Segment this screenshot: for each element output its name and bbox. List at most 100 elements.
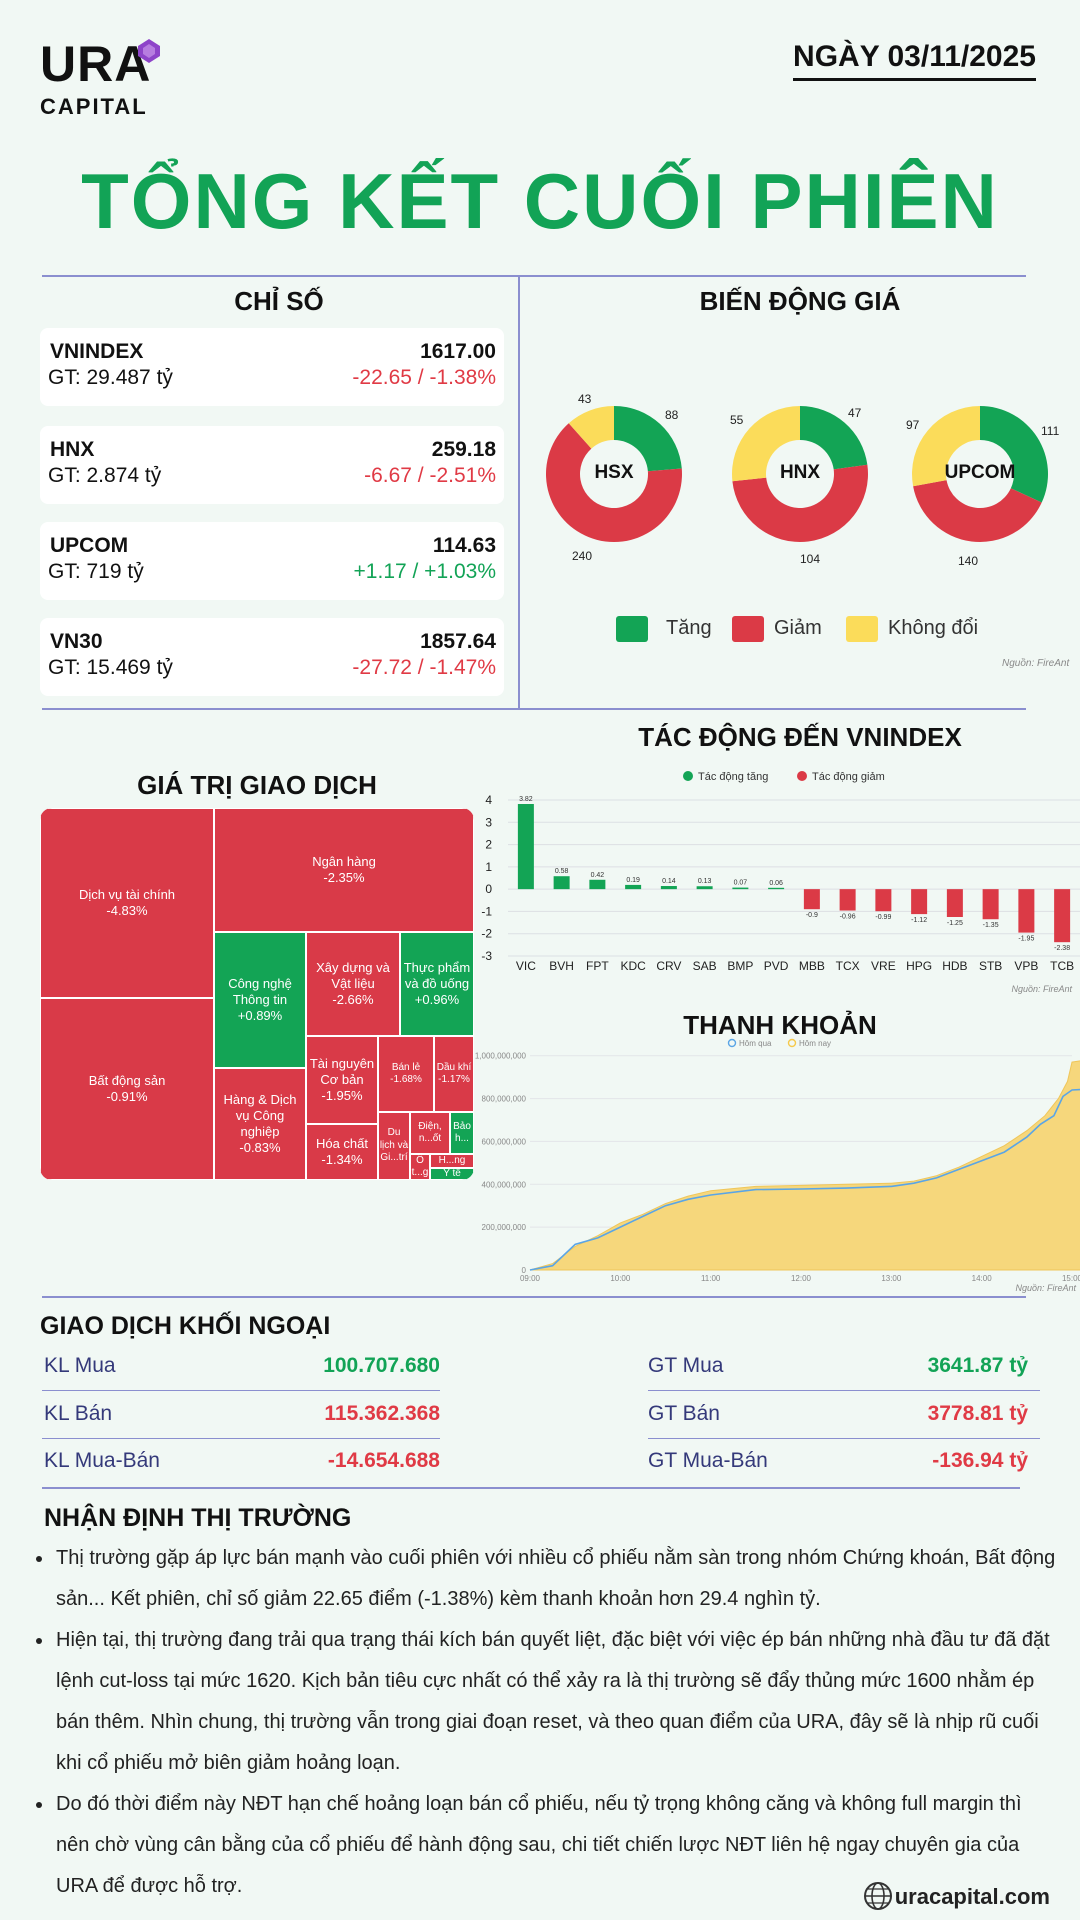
treemap-tile[interactable]: Hóa chất -1.34% xyxy=(306,1124,378,1180)
impact-bar-value: -1.35 xyxy=(983,922,999,929)
treemap-tile[interactable]: Tài nguyên Cơ bản -1.95% xyxy=(306,1036,378,1124)
legend-label-flat: Không đổi xyxy=(888,617,979,639)
foreign-label: GT Mua-Bán xyxy=(648,1449,768,1472)
tile-change: +0.89% xyxy=(237,1008,283,1024)
liquidity-y-tick: 800,000,000 xyxy=(482,1095,527,1104)
report-date: NGÀY 03/11/2025 xyxy=(793,40,1036,81)
impact-bar-value: 0.58 xyxy=(555,868,569,875)
index-name: VNINDEX xyxy=(50,340,144,363)
impact-bar xyxy=(1018,889,1035,933)
index-name: UPCOM xyxy=(50,534,129,557)
foreign-label: KL Mua xyxy=(44,1354,116,1377)
foreign-value: -136.94 tỷ xyxy=(932,1449,1028,1472)
treemap-tile[interactable]: Ô t...g xyxy=(410,1154,430,1180)
liquidity-x-tick: 10:00 xyxy=(610,1274,631,1283)
impact-bar xyxy=(625,884,642,890)
index-name: VN30 xyxy=(50,630,103,653)
impact-y-tick: 2 xyxy=(485,838,492,852)
impact-x-tick: STB xyxy=(979,959,1002,973)
treemap-tile[interactable]: Y tế xyxy=(430,1168,474,1180)
index-change: -6.67 / -2.51% xyxy=(364,464,496,487)
index-change: +1.17 / +1.03% xyxy=(353,560,496,583)
impact-x-tick: HDB xyxy=(942,959,967,973)
donut-slice-flat xyxy=(912,406,980,487)
website-link[interactable]: uracapital.com xyxy=(894,1884,1050,1909)
donut-slice-flat xyxy=(568,406,614,449)
legend-label-up: Tăng xyxy=(666,617,712,639)
impact-bar-value: -1.95 xyxy=(1018,936,1034,943)
foreign-value: 3641.87 tỷ xyxy=(927,1354,1028,1377)
index-card: HNX GT: 2.874 tỷ 259.18 -6.67 / -2.51% xyxy=(40,426,504,504)
treemap-tile[interactable]: Dịch vụ tài chính -4.83% xyxy=(40,808,214,998)
foreign-value: 100.707.680 xyxy=(323,1354,440,1377)
impact-bar xyxy=(517,804,534,890)
index-trade-value: GT: 15.469 tỷ xyxy=(48,656,173,679)
donut-count-up: 88 xyxy=(665,408,679,422)
tile-label: Điện, n...ốt xyxy=(418,1120,442,1145)
treemap-tile[interactable]: Xây dựng và Vật liệu -2.66% xyxy=(306,932,400,1036)
impact-x-tick: VIC xyxy=(516,959,536,973)
treemap-tile[interactable]: Bất động sản -0.91% xyxy=(40,998,214,1180)
tile-label: Dịch vụ tài chính xyxy=(78,886,176,902)
impact-y-tick: 4 xyxy=(485,793,492,807)
donut-hnx xyxy=(732,406,868,542)
tile-change: -0.83% xyxy=(239,1140,281,1156)
impact-bar xyxy=(875,889,892,912)
treemap-tile[interactable]: Bán lẻ -1.68% xyxy=(378,1036,434,1112)
impact-bar-value: -1.25 xyxy=(947,920,963,927)
impact-x-tick: TCB xyxy=(1050,959,1074,973)
donut-count-up: 47 xyxy=(848,406,862,420)
tile-label: Dầu khí xyxy=(436,1061,472,1073)
foreign-trading-title: GIAO DỊCH KHỐI NGOẠI xyxy=(40,1312,331,1340)
impact-bar-value: 0.42 xyxy=(591,872,605,879)
impact-bar xyxy=(589,879,606,890)
impact-x-tick: CRV xyxy=(656,959,681,973)
impact-bar xyxy=(696,886,713,890)
tile-label: Bảo h... xyxy=(453,1120,471,1145)
divider xyxy=(42,1487,1020,1489)
tile-change: -2.66% xyxy=(332,992,374,1008)
impact-bar-value: 0.07 xyxy=(734,880,748,887)
treemap-tile[interactable]: Bảo h... xyxy=(450,1112,474,1154)
foreign-label: GT Bán xyxy=(648,1402,720,1425)
treemap-tile[interactable]: Ngân hàng -2.35% xyxy=(214,808,474,932)
donut-slice-flat xyxy=(732,406,800,482)
tile-change: -1.68% xyxy=(390,1074,422,1085)
liquidity-y-tick: 400,000,000 xyxy=(482,1180,527,1189)
impact-x-tick: MBB xyxy=(799,959,825,973)
page-title: TỔNG KẾT CUỐI PHIÊN xyxy=(81,157,999,245)
impact-x-tick: BMP xyxy=(727,959,753,973)
impact-bar-value: 0.06 xyxy=(769,880,783,887)
divider xyxy=(42,708,1026,710)
treemap-tile[interactable]: H...ng xyxy=(430,1154,474,1168)
impact-legend-label: Tác động tăng xyxy=(698,771,768,783)
impact-x-tick: FPT xyxy=(586,959,609,973)
impact-x-tick: SAB xyxy=(693,959,717,973)
index-card: UPCOM GT: 719 tỷ 114.63 +1.17 / +1.03% xyxy=(40,522,504,600)
treemap-tile[interactable]: Dầu khí -1.17% xyxy=(434,1036,474,1112)
foreign-value: 3778.81 tỷ xyxy=(927,1402,1028,1425)
donut-slice-down xyxy=(913,480,1042,542)
treemap-tile[interactable]: Điện, n...ốt xyxy=(410,1112,450,1154)
treemap-tile[interactable]: Du lịch và Gi...trí xyxy=(378,1112,410,1180)
impact-bar-value: -2.38 xyxy=(1054,945,1070,952)
divider xyxy=(518,276,520,708)
impact-x-tick: BVH xyxy=(549,959,574,973)
donut-count-flat: 43 xyxy=(578,392,592,406)
liquidity-legend: Hôm qua Hôm nay xyxy=(727,1038,831,1048)
liquidity-x-tick: 12:00 xyxy=(791,1274,812,1283)
index-trade-value: GT: 29.487 tỷ xyxy=(48,366,173,389)
impact-bar-value: -0.96 xyxy=(840,914,856,921)
liquidity-x-tick: 15:00 xyxy=(1062,1274,1080,1283)
tile-change: -1.17% xyxy=(438,1074,470,1085)
globe-icon xyxy=(862,1880,894,1917)
liquidity-x-tick: 11:00 xyxy=(701,1274,721,1283)
treemap-tile[interactable]: Hàng & Dịch vụ Công nghiệp -0.83% xyxy=(214,1068,306,1180)
donut-slice-up xyxy=(800,406,868,470)
legend-swatch-flat xyxy=(846,616,878,642)
impact-bar xyxy=(911,889,928,915)
donut-upcom xyxy=(912,406,1048,542)
treemap-tile[interactable]: Công nghệ Thông tin +0.89% xyxy=(214,932,306,1068)
tile-label: Bán lẻ xyxy=(391,1061,421,1073)
treemap-tile[interactable]: Thực phẩm và đồ uống +0.96% xyxy=(400,932,474,1036)
